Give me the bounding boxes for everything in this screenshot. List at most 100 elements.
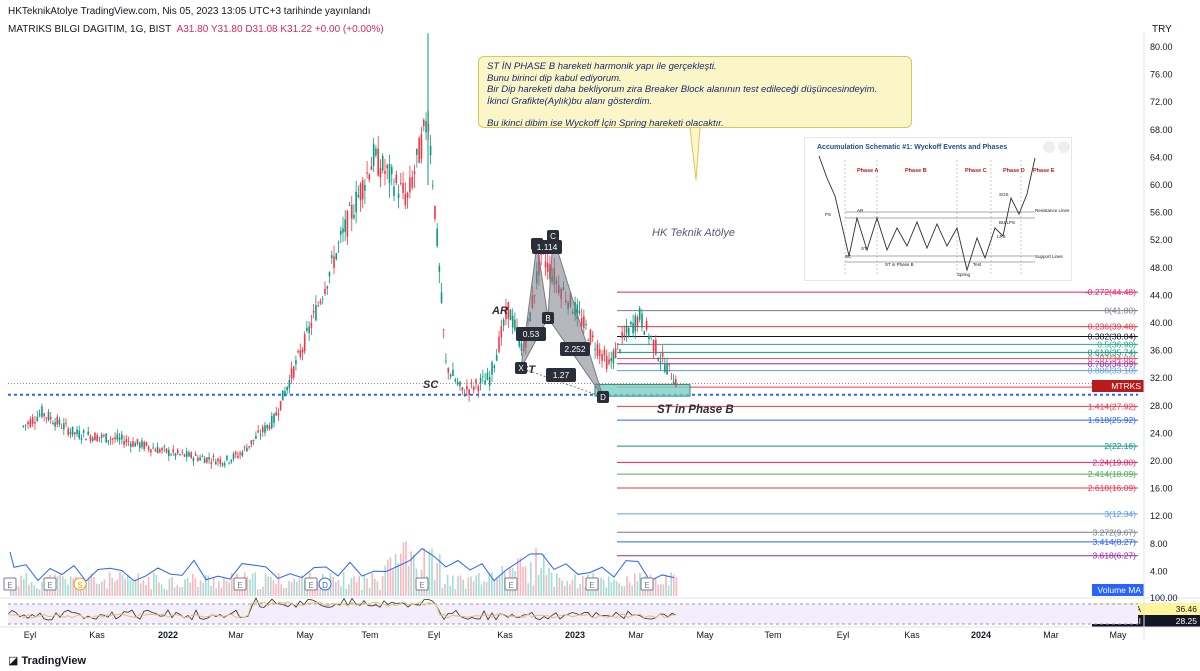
volume-bar [566, 580, 568, 596]
candle-body [366, 172, 368, 174]
volume-bar [33, 585, 35, 596]
candle-body [243, 446, 246, 448]
volume-bar [501, 565, 503, 596]
volume-bar [496, 578, 498, 596]
candle-body [402, 183, 404, 194]
volume-bar [150, 589, 152, 596]
volume-bar [337, 579, 340, 596]
candle-body [228, 462, 230, 464]
x-tick-label: Eyl [24, 630, 37, 640]
candle-body [179, 454, 181, 455]
volume-bar [636, 581, 639, 596]
analysis-note[interactable]: ST İN PHASE B hareketi harmonik yapı ile… [478, 56, 912, 129]
volume-bar [345, 589, 347, 596]
candle-body [468, 389, 470, 395]
candle-body [666, 362, 668, 375]
volume-bar [277, 573, 280, 596]
volume-bar [59, 574, 61, 596]
candle-body [619, 349, 621, 352]
candle-body [76, 429, 78, 435]
candle-body [288, 379, 291, 389]
event-marker [43, 577, 57, 591]
candle-body [109, 439, 112, 440]
candle-body [114, 437, 116, 440]
candle-body [112, 438, 114, 440]
volume-bar [449, 585, 451, 596]
candle-body [78, 430, 81, 439]
candle-body [221, 463, 224, 466]
candle-body [208, 457, 210, 460]
candle-body [390, 166, 393, 175]
volume-ma-badge: Volume MA [1092, 584, 1144, 596]
candle-body [250, 440, 253, 445]
candle-body [134, 442, 137, 447]
candle-body [297, 351, 299, 353]
volume-bar [628, 582, 631, 596]
candle-body [52, 423, 54, 425]
candle-body [29, 419, 32, 427]
candle-body [507, 302, 510, 319]
schematic-label: SOS [999, 192, 1009, 197]
candle-body [342, 228, 344, 233]
candle-body [91, 437, 94, 441]
candle-body [183, 454, 186, 457]
volume-bar [397, 562, 399, 596]
volume-bar [225, 580, 228, 596]
candle-body [154, 449, 157, 452]
rsi-line [7, 597, 677, 621]
fib-level-label: 0.236(39.48) [1088, 322, 1136, 332]
volume-bar [20, 575, 22, 596]
candle-body [438, 266, 441, 272]
candle-body [206, 457, 208, 463]
pattern-point-box [597, 391, 609, 403]
event-marker [304, 577, 318, 591]
volume-bar [340, 586, 342, 596]
volume-bar [576, 588, 579, 596]
volume-bar [142, 580, 145, 596]
candle-body [350, 204, 353, 219]
candle-body [45, 417, 48, 419]
candle-body [416, 148, 418, 155]
candle-body [598, 349, 601, 356]
volume-bar [574, 574, 576, 596]
candle-body [340, 230, 342, 235]
schematic-price-path [818, 155, 1036, 272]
ratio-box [560, 342, 590, 356]
event-marker [585, 577, 599, 591]
candle-body [303, 334, 306, 352]
x-tick-label: Eyl [428, 630, 441, 640]
volume-bar [371, 573, 373, 596]
volume-bar [470, 576, 472, 596]
x-tick-label: Mar [1043, 630, 1059, 640]
candle-body [201, 456, 204, 458]
volume-bar [90, 573, 93, 596]
candle-body [375, 148, 377, 156]
candle-body [181, 451, 184, 453]
candle-body [355, 191, 357, 213]
candle-body [199, 457, 201, 461]
candle-body [333, 256, 335, 268]
candle-body [234, 452, 237, 455]
note-line: Bu ikinci dibim ise Wyckoff İçin Spring … [487, 118, 724, 129]
rsi-value-badge-text: 28.25 [1176, 616, 1198, 626]
note-pointer [689, 127, 701, 181]
schematic-label: LPS [997, 234, 1006, 239]
volume-bar [241, 585, 243, 596]
symbol-name[interactable]: MATRIKS BILGI DAGITIM, 1G, BIST [8, 24, 171, 35]
tradingview-logo[interactable]: ◪ TradingView [8, 655, 87, 667]
candle-body [279, 400, 282, 410]
volume-bar [285, 587, 288, 596]
volume-bar [641, 587, 644, 596]
candle-body [165, 448, 168, 453]
candle-body [125, 439, 128, 443]
note-line: Bir Dip hareketi daha bekliyorum zira Br… [487, 84, 878, 95]
candle-body [24, 424, 27, 426]
schematic-label: AR [857, 208, 864, 213]
st-phase-b-label: ST in Phase B [657, 404, 734, 416]
volume-bar [127, 574, 129, 596]
volume-bar [184, 579, 186, 596]
candle-body [630, 321, 632, 325]
candle-body [223, 463, 226, 466]
